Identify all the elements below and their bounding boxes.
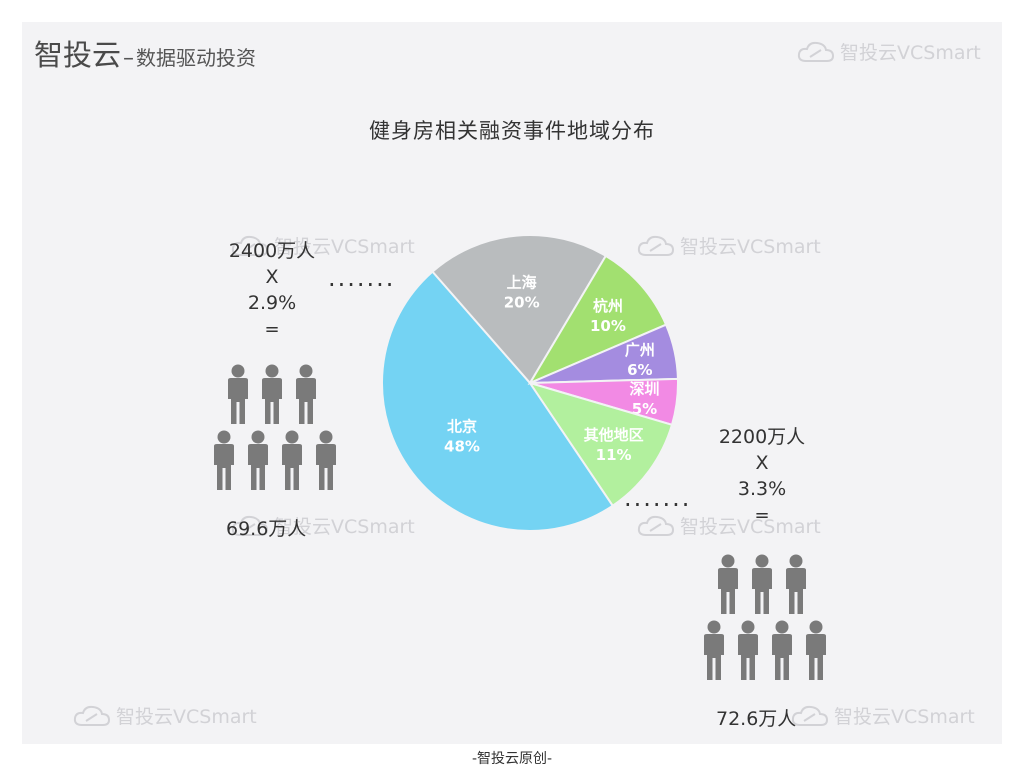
slice-value-label: 10% bbox=[590, 317, 626, 335]
cloud-logo-icon bbox=[797, 41, 835, 62]
right-result: 72.6万人 bbox=[716, 708, 797, 730]
slice-label: 广州 bbox=[625, 341, 655, 359]
person-icon bbox=[782, 554, 810, 620]
person-icon bbox=[748, 554, 776, 620]
slice-label: 杭州 bbox=[593, 297, 623, 315]
slice-value-label: 11% bbox=[596, 446, 632, 464]
watermark: 智投云VCSmart bbox=[636, 232, 821, 259]
person-icon bbox=[210, 430, 238, 496]
person-icon bbox=[768, 620, 796, 686]
watermark-text: 智投云VCSmart bbox=[116, 706, 257, 728]
brand-header: 智投云– 数据驱动投资 bbox=[34, 32, 256, 74]
footer-credit: -智投云原创- bbox=[471, 751, 553, 767]
watermark-text: 智投云VCSmart bbox=[680, 236, 821, 258]
right-calc: 2200万人 X 3.3% = bbox=[702, 424, 822, 530]
watermark: 智投云VCSmart bbox=[790, 702, 975, 729]
brand-name: 智投云 bbox=[34, 38, 122, 72]
brand-dash: – bbox=[123, 46, 135, 71]
pie-slice-1 bbox=[431, 234, 608, 385]
left-result: 69.6万人 bbox=[226, 518, 307, 540]
watermark: 智投云VCSmart bbox=[230, 512, 415, 539]
left-rate: 2.9% bbox=[247, 292, 297, 314]
pie-slice-0 bbox=[381, 270, 615, 532]
pie-slice-5 bbox=[527, 381, 674, 508]
left-equals: = bbox=[264, 319, 280, 340]
right-times: X bbox=[755, 452, 769, 474]
cloud-logo-icon bbox=[637, 235, 675, 256]
watermark-text: 智投云VCSmart bbox=[274, 516, 415, 538]
person-icon bbox=[714, 554, 742, 620]
watermark: 智投云VCSmart bbox=[230, 232, 415, 259]
slice-value-label: 5% bbox=[632, 400, 657, 418]
left-leader-dots: ······· bbox=[328, 271, 396, 299]
cloud-logo-icon bbox=[231, 515, 269, 536]
person-icon bbox=[224, 364, 252, 430]
slice-value-label: 48% bbox=[444, 437, 480, 455]
person-icon bbox=[292, 364, 320, 430]
cloud-logo-icon bbox=[791, 705, 829, 726]
person-icon bbox=[258, 364, 286, 430]
slice-label: 北京 bbox=[447, 417, 477, 435]
cloud-logo-icon bbox=[73, 705, 111, 726]
slice-label: 上海 bbox=[507, 274, 537, 292]
slice-value-label: 20% bbox=[504, 294, 540, 312]
person-icon bbox=[278, 430, 306, 496]
person-icon bbox=[244, 430, 272, 496]
cloud-logo-icon bbox=[231, 235, 269, 256]
left-calc: 2400万人 X 2.9% = bbox=[212, 238, 332, 344]
left-population: 2400万人 bbox=[228, 240, 316, 262]
person-icon bbox=[802, 620, 830, 686]
watermark: 智投云VCSmart bbox=[636, 512, 821, 539]
chart-title: 健身房相关融资事件地域分布 bbox=[369, 119, 655, 143]
cloud-logo-icon bbox=[637, 515, 675, 536]
watermark: 智投云VCSmart bbox=[796, 38, 981, 65]
watermark-text: 智投云VCSmart bbox=[834, 706, 975, 728]
right-population: 2200万人 bbox=[718, 426, 806, 448]
slice-value-label: 6% bbox=[627, 361, 652, 379]
right-leader-dots: ······· bbox=[624, 491, 692, 519]
person-icon bbox=[312, 430, 340, 496]
right-equals: = bbox=[754, 505, 770, 526]
slice-label: 深圳 bbox=[629, 380, 659, 398]
person-icon bbox=[700, 620, 728, 686]
watermark-text: 智投云VCSmart bbox=[274, 236, 415, 258]
person-icon bbox=[734, 620, 762, 686]
pie-slice-2 bbox=[527, 254, 668, 386]
slice-label: 其他地区 bbox=[584, 426, 644, 444]
watermark-text: 智投云VCSmart bbox=[680, 516, 821, 538]
brand-tagline: 数据驱动投资 bbox=[136, 46, 257, 70]
right-rate: 3.3% bbox=[737, 478, 787, 500]
left-times: X bbox=[265, 266, 279, 288]
watermark-text: 智投云VCSmart bbox=[840, 42, 981, 64]
watermark: 智投云VCSmart bbox=[72, 702, 257, 729]
